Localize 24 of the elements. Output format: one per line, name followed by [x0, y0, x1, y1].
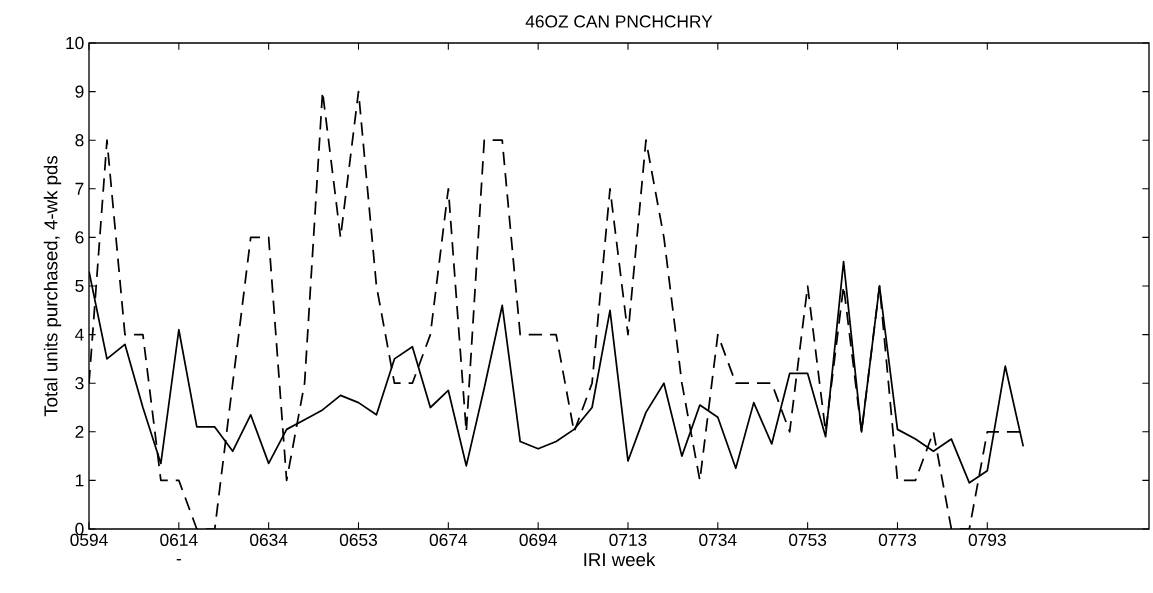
- y-tick-label: 6: [75, 231, 84, 244]
- x-tick-label: 0773: [878, 533, 916, 546]
- y-tick-label: 2: [75, 425, 84, 438]
- text: -: [176, 559, 181, 561]
- y-tick-label: 1: [75, 474, 84, 487]
- x-axis-title: IRI week: [584, 552, 656, 567]
- x-tick-label: 0753: [789, 533, 827, 546]
- x-tick-label: 0674: [429, 533, 468, 546]
- chart-title: 46OZ CAN PNCHCHRY: [525, 15, 713, 28]
- y-tick-label: 3: [75, 377, 84, 390]
- y-tick-label: 8: [75, 134, 84, 147]
- y-axis-title: Total units purchased, 4-wk pds: [43, 155, 62, 417]
- x-tick-label: 0653: [339, 533, 378, 546]
- y-tick-label: 4: [75, 328, 84, 341]
- x-tick-label: 0694: [519, 533, 557, 546]
- x-tick-label: 0634: [250, 533, 288, 546]
- x-tick-label: 0793: [968, 533, 1006, 546]
- y-tick-label: 7: [75, 182, 84, 195]
- x-tick-label: 0734: [699, 533, 737, 546]
- y-tick-label: 9: [75, 85, 84, 98]
- x-tick-label: 0614: [160, 533, 198, 546]
- x-tick-label: 0713: [609, 533, 647, 546]
- y-tick-label: 10: [66, 36, 84, 50]
- y-tick-label: 5: [75, 279, 84, 293]
